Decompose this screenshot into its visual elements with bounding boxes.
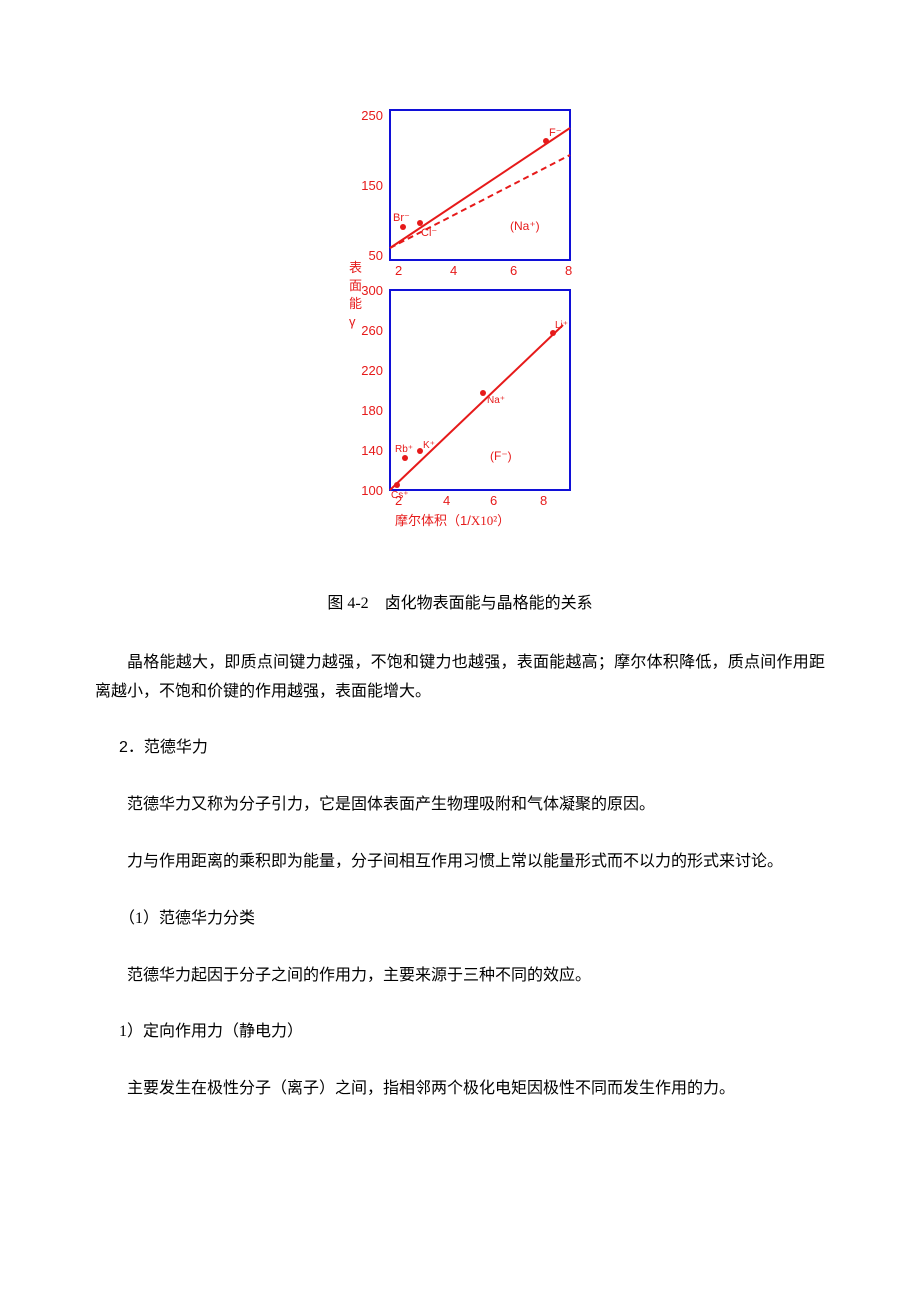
bot-label-li: Li⁺ [555, 320, 568, 331]
bot-point-rb [402, 455, 408, 461]
bot-label-na: Na⁺ [487, 395, 505, 406]
yaxis-char-gamma: γ [349, 314, 356, 329]
bot-xtick-6: 6 [490, 493, 497, 508]
bot-label-cs: Cs⁺ [391, 490, 409, 501]
charts-figure: 250 150 50 2 4 6 8 Br⁻ Cl⁻ F⁻ (Na⁺) 表 面 … [335, 100, 585, 530]
bot-ytick-180: 180 [361, 403, 383, 418]
xaxis-label: 摩尔体积（1/X10²） [395, 513, 510, 528]
top-xtick-2: 2 [395, 263, 402, 278]
figure-caption: 图 4-2 卤化物表面能与晶格能的关系 [95, 590, 825, 619]
paragraph-3: 力与作用距离的乘积即为能量，分子间相互作用习惯上常以能量形式而不以力的形式来讨论… [95, 848, 825, 877]
yaxis-char-1: 表 [349, 260, 362, 275]
bot-xtick-4: 4 [443, 493, 450, 508]
paragraph-4: 范德华力起因于分子之间的作用力，主要来源于三种不同的效应。 [95, 962, 825, 991]
section-2-heading: 2．范德华力 [119, 734, 825, 763]
bot-xtick-8: 8 [540, 493, 547, 508]
bottom-chart-border [390, 290, 570, 490]
bottom-line [390, 325, 563, 490]
top-group-label: (Na⁺) [510, 219, 540, 233]
top-point-br [400, 224, 406, 230]
bot-ytick-140: 140 [361, 443, 383, 458]
top-ytick-50: 50 [369, 248, 383, 263]
paragraph-5: 主要发生在极性分子（离子）之间，指相邻两个极化电矩因极性不同而发生作用的力。 [95, 1075, 825, 1104]
yaxis-char-2: 面 [349, 278, 362, 293]
top-ytick-250: 250 [361, 108, 383, 123]
bot-ytick-300: 300 [361, 283, 383, 298]
chart-svg: 250 150 50 2 4 6 8 Br⁻ Cl⁻ F⁻ (Na⁺) 表 面 … [335, 100, 585, 530]
top-label-cl: Cl⁻ [421, 227, 437, 239]
paragraph-1: 晶格能越大，即质点间键力越强，不饱和键力也越强，表面能越高；摩尔体积降低，质点间… [95, 649, 825, 707]
bot-ytick-100: 100 [361, 483, 383, 498]
bot-ytick-260: 260 [361, 323, 383, 338]
bot-point-na [480, 390, 486, 396]
bot-label-rb: Rb⁺ [395, 444, 413, 455]
top-xtick-4: 4 [450, 263, 457, 278]
top-xtick-6: 6 [510, 263, 517, 278]
top-line-solid [390, 128, 570, 248]
bot-ytick-220: 220 [361, 363, 383, 378]
top-ytick-150: 150 [361, 178, 383, 193]
top-line-dashed [390, 155, 570, 248]
top-chart-border [390, 110, 570, 260]
bot-label-k: K⁺ [423, 440, 435, 451]
top-xtick-8: 8 [565, 263, 572, 278]
top-label-br: Br⁻ [393, 212, 410, 224]
top-point-cl [417, 220, 423, 226]
item-1-1: 1）定向作用力（静电力） [119, 1018, 825, 1047]
bottom-group-label: (F⁻) [490, 449, 512, 463]
yaxis-char-3: 能 [349, 296, 362, 311]
paragraph-2: 范德华力又称为分子引力，它是固体表面产生物理吸附和气体凝聚的原因。 [95, 791, 825, 820]
bot-point-cs [394, 482, 400, 488]
item-1: （1）范德华力分类 [119, 905, 825, 934]
top-label-f: F⁻ [549, 127, 562, 139]
